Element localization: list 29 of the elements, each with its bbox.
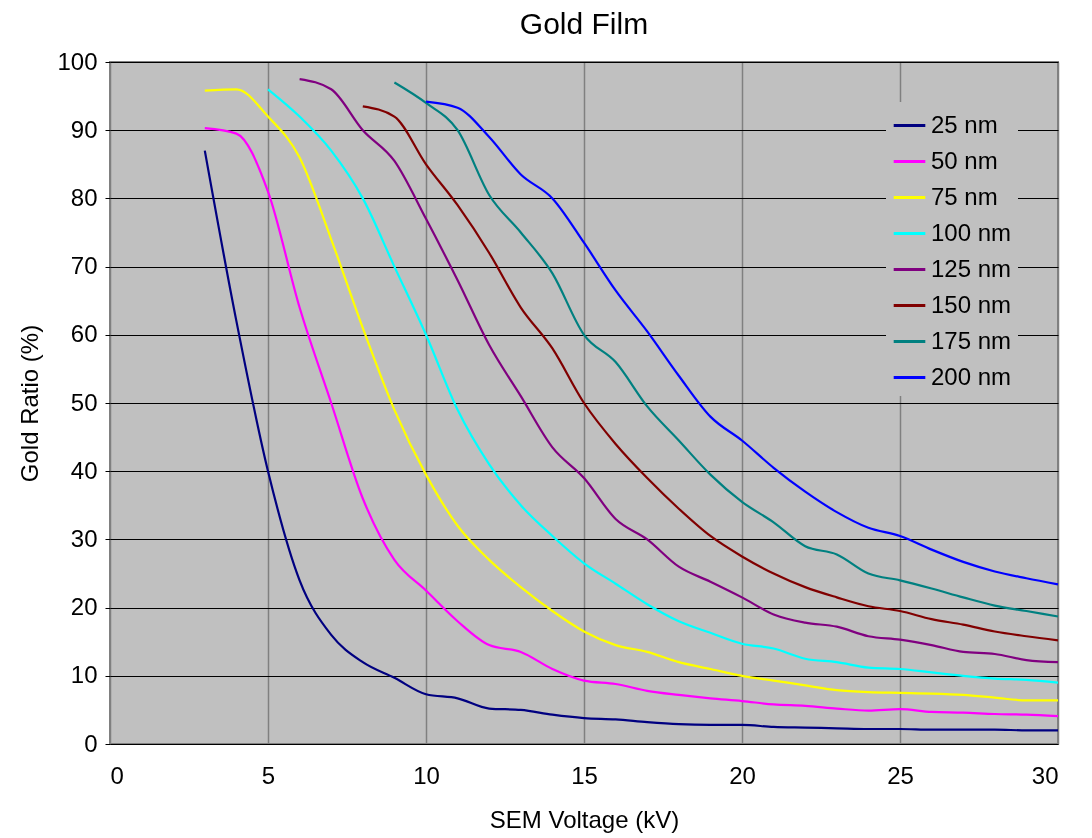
legend-label: 125 nm: [931, 254, 1012, 282]
y-tick-label: 40: [70, 456, 98, 484]
chart-title: Gold Film: [519, 7, 649, 40]
x-tick-label: 30: [1031, 761, 1059, 789]
x-tick-label: 25: [887, 761, 914, 789]
x-tick-label: 20: [729, 761, 756, 789]
legend-label: 175 nm: [931, 326, 1012, 354]
y-tick-label: 70: [70, 252, 98, 280]
y-tick-label: 30: [70, 524, 98, 552]
x-axis-title: SEM Voltage (kV): [489, 805, 680, 833]
y-tick-label: 50: [70, 388, 98, 416]
x-tick-label: 0: [110, 761, 124, 789]
legend-label: 150 nm: [931, 290, 1012, 318]
y-tick-label: 100: [57, 47, 98, 75]
x-tick-label: 5: [261, 761, 276, 789]
y-axis-title: Gold Ratio (%): [16, 324, 44, 483]
legend-label: 100 nm: [931, 218, 1012, 246]
y-tick-label: 20: [70, 593, 98, 621]
y-tick-label: 10: [70, 661, 98, 689]
legend-label: 50 nm: [931, 146, 998, 174]
y-tick-label: 60: [70, 320, 98, 348]
y-tick-label: 90: [70, 115, 98, 143]
legend-label: 75 nm: [931, 182, 998, 210]
y-tick-label: 0: [84, 729, 98, 757]
y-tick-label: 80: [70, 183, 98, 211]
legend-label: 25 nm: [931, 110, 998, 138]
x-tick-label: 15: [571, 761, 598, 789]
legend-label: 200 nm: [931, 362, 1012, 390]
x-tick-label: 10: [413, 761, 440, 789]
